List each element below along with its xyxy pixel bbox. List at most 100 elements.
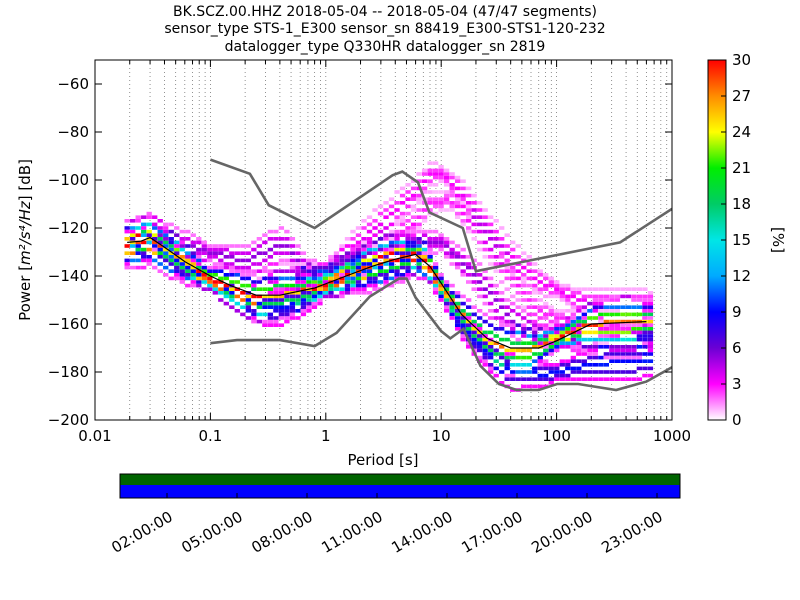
psd-cell (482, 355, 488, 360)
colorbar-tick-label: 27 (732, 87, 751, 105)
psd-cell (647, 348, 654, 353)
psd-cell (537, 366, 543, 371)
psd-cell (647, 359, 654, 363)
psd-cell (174, 273, 180, 277)
psd-cell (141, 258, 147, 263)
psd-cell (493, 309, 499, 313)
psd-cell (543, 341, 549, 345)
psd-cell (383, 244, 389, 248)
psd-cell (399, 251, 406, 255)
psd-cell (454, 301, 461, 306)
psd-cell (179, 229, 185, 234)
psd-cell (174, 240, 180, 245)
psd-cell (427, 172, 433, 176)
psd-cell (256, 301, 263, 306)
psd-cell (339, 280, 345, 284)
psd-cell (526, 348, 532, 353)
psd-cell (394, 215, 400, 219)
psd-cell (482, 215, 488, 219)
psd-cell (344, 237, 351, 241)
psd-cell (432, 190, 439, 194)
psd-cell (163, 244, 169, 248)
psd-cell (427, 168, 433, 173)
psd-cell (488, 276, 494, 281)
psd-cell (388, 211, 395, 216)
psd-cell (482, 222, 488, 227)
psd-cell (284, 316, 290, 320)
psd-cell (163, 237, 169, 241)
psd-cell (493, 334, 499, 338)
psd-cell (146, 247, 152, 252)
psd-cell (427, 183, 433, 187)
psd-cell (394, 229, 400, 234)
psd-cell (592, 330, 598, 335)
psd-cell (152, 251, 158, 255)
psd-cell (163, 240, 169, 245)
psd-cell (416, 222, 422, 227)
time-axis: 02:00:00 05:00:00 08:00:00 11:00:00 14:00:00… (108, 493, 666, 557)
psd-cell (565, 327, 571, 331)
psd-cell (443, 172, 450, 176)
psd-cell (532, 384, 538, 389)
psd-cell (416, 208, 422, 212)
psd-cell (581, 294, 587, 299)
psd-cell (477, 334, 483, 338)
psd-cell (372, 208, 378, 212)
psd-cell (372, 251, 378, 255)
psd-cell (537, 309, 543, 313)
psd-cell (537, 363, 543, 367)
psd-cell (317, 294, 323, 299)
psd-cell (355, 258, 362, 263)
psd-cell (405, 219, 411, 223)
psd-cell (251, 316, 257, 320)
psd-cell (328, 273, 334, 277)
psd-cell (510, 323, 516, 327)
psd-cell (234, 301, 240, 306)
psd-cell (488, 316, 494, 320)
x-tick-label: 100 (542, 427, 571, 445)
psd-cell (405, 269, 411, 273)
psd-cell (642, 309, 648, 313)
psd-cell (328, 294, 334, 299)
psd-cell (262, 294, 268, 299)
psd-cell (405, 276, 411, 281)
psd-cell (388, 265, 395, 270)
psd-cell (212, 291, 218, 295)
psd-cell (443, 190, 450, 194)
psd-cell (576, 316, 582, 320)
psd-cell (493, 316, 499, 320)
psd-cell (410, 229, 417, 234)
psd-cell (256, 244, 263, 248)
psd-cell (163, 233, 169, 237)
psd-cell (328, 283, 334, 288)
gaps-band (120, 485, 680, 498)
psd-cell (438, 298, 444, 302)
psd-cell (548, 377, 554, 381)
psd-cell (548, 327, 554, 331)
psd-cell (465, 211, 472, 216)
psd-cell (141, 215, 147, 219)
psd-cell (146, 222, 152, 227)
psd-cell (488, 323, 494, 327)
psd-cell (570, 323, 576, 327)
psd-cell (482, 312, 488, 317)
psd-cell (614, 323, 621, 327)
psd-cell (399, 265, 406, 270)
psd-cell (537, 291, 543, 295)
psd-cell (201, 240, 207, 245)
psd-cell (598, 301, 604, 306)
psd-cell (212, 251, 218, 255)
psd-cell (493, 359, 499, 363)
psd-cell (526, 370, 532, 374)
psd-cell (284, 229, 290, 234)
psd-cell (565, 287, 571, 291)
psd-cell (410, 215, 417, 219)
psd-cell (399, 262, 406, 266)
psd-cell (499, 363, 505, 367)
psd-cell (218, 298, 224, 302)
psd-cell (515, 370, 521, 374)
psd-cell (273, 287, 279, 291)
psd-cell (284, 262, 290, 266)
psd-cell (284, 305, 290, 309)
psd-cell (416, 262, 422, 266)
